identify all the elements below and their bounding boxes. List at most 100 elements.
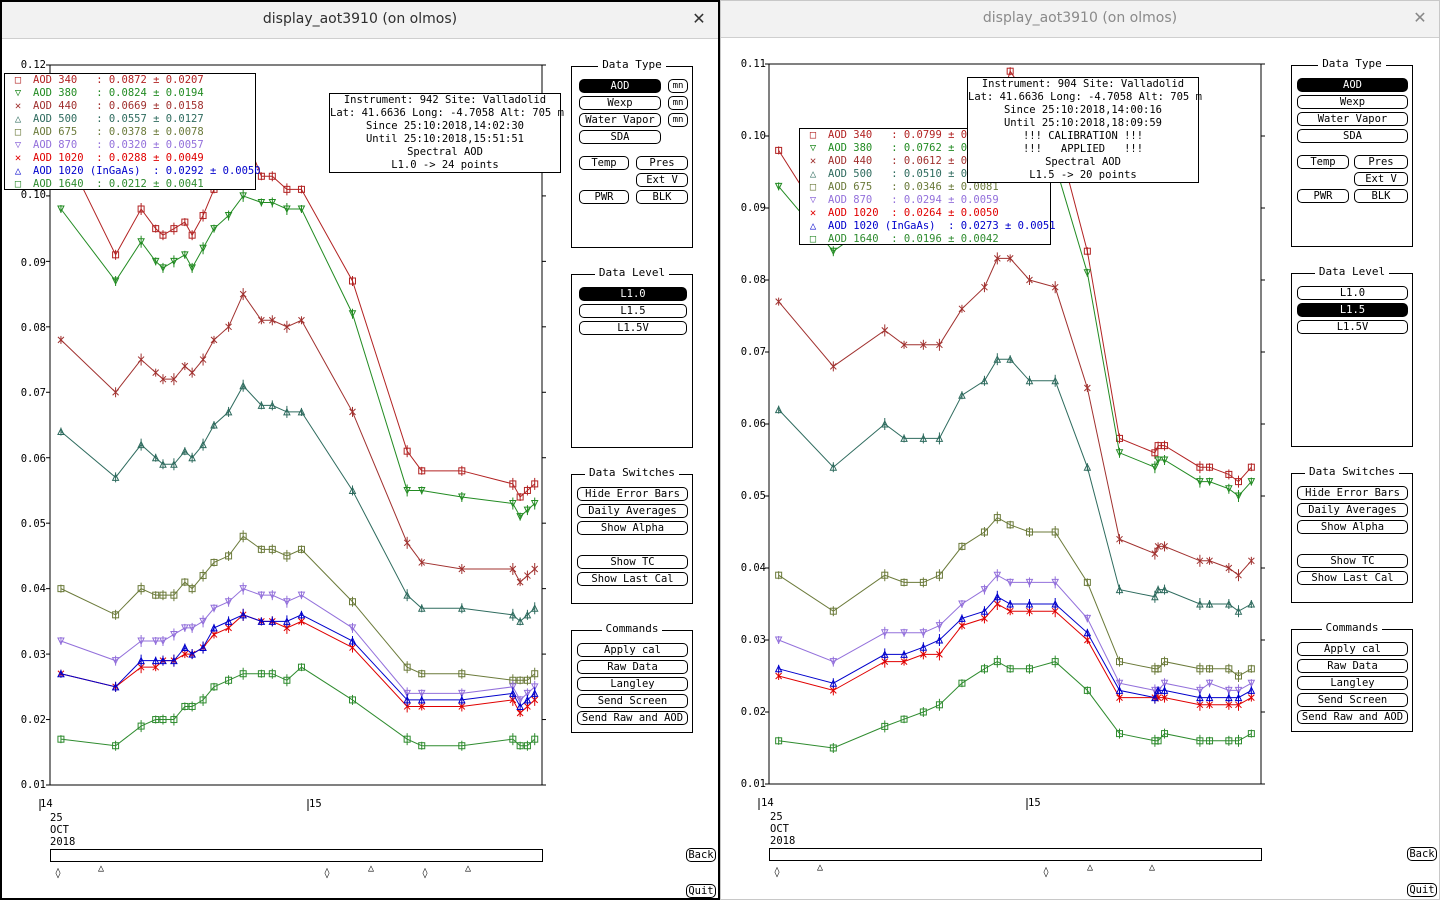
y-tick-label: 0.04	[20, 583, 46, 595]
pres-button[interactable]: Pres	[636, 156, 688, 170]
data-point	[509, 733, 517, 746]
measurement-marker-icon[interactable]: △	[465, 863, 472, 874]
pwr-button[interactable]: PWR	[579, 190, 629, 204]
level-l10-button[interactable]: L1.0	[579, 287, 687, 301]
blk-button[interactable]: BLK	[1354, 189, 1408, 203]
measurement-marker-icon[interactable]: ◊	[1043, 867, 1050, 878]
wexp-button[interactable]: Wexp	[579, 96, 661, 110]
show-alpha-button[interactable]: Show Alpha	[577, 521, 688, 535]
apply-cal-button[interactable]: Apply cal	[1297, 642, 1408, 656]
time-scrollbar[interactable]	[769, 848, 1262, 861]
hide-error-bars-button[interactable]: Hide Error Bars	[577, 487, 688, 501]
send-screen-button[interactable]: Send Screen	[1297, 693, 1408, 707]
pwr-button[interactable]: PWR	[1297, 189, 1349, 203]
temp-button[interactable]: Temp	[579, 156, 629, 170]
y-tick-label: 0.03	[20, 649, 46, 661]
send-raw-and-aod-button[interactable]: Send Raw and AOD	[577, 711, 688, 725]
data-point	[137, 582, 145, 595]
pres-button[interactable]: Pres	[1354, 155, 1408, 169]
aod-button[interactable]: AOD	[579, 79, 661, 93]
measurement-marker-icon[interactable]: △	[817, 862, 824, 873]
level-l10-button[interactable]: L1.0	[1297, 286, 1408, 300]
level-l15v-button[interactable]: L1.5V	[1297, 320, 1408, 334]
close-icon[interactable]: ✕	[692, 9, 706, 28]
langley-button[interactable]: Langley	[1297, 676, 1408, 690]
ext-v-button[interactable]: Ext V	[1354, 172, 1408, 186]
wexp-button[interactable]: Wexp	[1297, 95, 1408, 109]
data-point	[1205, 477, 1214, 486]
close-icon[interactable]: ✕	[1413, 8, 1427, 27]
mn-button[interactable]: mn	[668, 113, 688, 127]
legend-entry: ▽ AOD 870 : 0.0294 ± 0.0059	[800, 194, 1050, 207]
time-scrollbar[interactable]	[50, 849, 543, 862]
show-tc-button[interactable]: Show TC	[577, 555, 688, 569]
back-button[interactable]: Back	[1407, 847, 1437, 861]
data-point	[159, 655, 167, 666]
mn-button[interactable]: mn	[668, 79, 688, 93]
water-vapor-button[interactable]: Water Vapor	[579, 113, 661, 127]
measurement-marker-icon[interactable]: △	[1087, 862, 1094, 873]
data-point	[1083, 628, 1092, 637]
mn-button[interactable]: mn	[668, 96, 688, 110]
raw-data-button[interactable]: Raw Data	[577, 660, 688, 674]
data-point	[775, 571, 783, 580]
data-point	[1051, 526, 1059, 538]
window-left: display_aot3910 (on olmos) ✕ 0.12 0.10 0…	[0, 0, 720, 900]
send-raw-and-aod-button[interactable]: Send Raw and AOD	[1297, 710, 1408, 724]
measurement-marker-icon[interactable]: ◊	[774, 867, 781, 878]
measurement-marker-icon[interactable]: △	[368, 863, 375, 874]
data-point	[181, 218, 189, 227]
show-tc-button[interactable]: Show TC	[1297, 554, 1408, 568]
sda-button[interactable]: SDA	[579, 130, 661, 144]
measurement-marker-icon[interactable]: ◊	[55, 868, 62, 879]
level-l15-button[interactable]: L1.5	[579, 304, 687, 318]
data-point	[919, 707, 927, 717]
data-point	[268, 400, 277, 411]
hide-error-bars-button[interactable]: Hide Error Bars	[1297, 486, 1408, 500]
data-point	[900, 628, 908, 637]
show-last-cal-button[interactable]: Show Last Cal	[577, 572, 688, 586]
water-vapor-button[interactable]: Water Vapor	[1297, 112, 1408, 126]
blk-button[interactable]: BLK	[636, 190, 688, 204]
temp-button[interactable]: Temp	[1297, 155, 1349, 169]
info-line: Instrument: 942 Site: Valladolid	[343, 94, 547, 106]
back-button[interactable]: Back	[686, 848, 716, 862]
send-screen-button[interactable]: Send Screen	[577, 694, 688, 708]
data-point	[199, 242, 207, 255]
data-point	[403, 733, 411, 746]
show-alpha-button[interactable]: Show Alpha	[1297, 520, 1408, 534]
level-l15-button[interactable]: L1.5	[1297, 303, 1408, 317]
aod-button[interactable]: AOD	[1297, 78, 1408, 92]
measurement-marker-icon[interactable]: △	[98, 863, 105, 874]
title-bar[interactable]: display_aot3910 (on olmos) ✕	[2, 2, 718, 39]
measurement-marker-icon[interactable]: △	[1149, 862, 1156, 873]
data-point	[980, 606, 989, 617]
data-point	[531, 563, 539, 575]
data-point	[283, 615, 291, 628]
measurement-marker-icon[interactable]: ◊	[422, 868, 429, 879]
daily-averages-button[interactable]: Daily Averages	[1297, 503, 1408, 517]
langley-button[interactable]: Langley	[577, 677, 688, 691]
data-point	[112, 249, 120, 260]
show-last-cal-button[interactable]: Show Last Cal	[1297, 571, 1408, 585]
ext-v-button[interactable]: Ext V	[636, 173, 688, 187]
quit-button[interactable]: Quit	[686, 884, 716, 898]
sda-button[interactable]: SDA	[1297, 129, 1408, 143]
series-line	[60, 614, 536, 714]
data-point	[239, 608, 247, 621]
data-point	[1196, 461, 1204, 474]
data-point	[774, 664, 783, 673]
data-point	[349, 406, 356, 417]
level-l15v-button[interactable]: L1.5V	[579, 321, 687, 335]
data-point	[1205, 599, 1214, 608]
title-bar[interactable]: display_aot3910 (on olmos) ✕	[721, 1, 1439, 38]
apply-cal-button[interactable]: Apply cal	[577, 643, 688, 657]
series-line	[778, 257, 1252, 576]
daily-averages-button[interactable]: Daily Averages	[577, 504, 688, 518]
measurement-marker-icon[interactable]: ◊	[324, 868, 331, 879]
quit-button[interactable]: Quit	[1407, 883, 1437, 897]
window-content: 0.11 0.10 0.09 0.08 0.07 0.06 0.05 0.04 …	[721, 38, 1439, 899]
raw-data-button[interactable]: Raw Data	[1297, 659, 1408, 673]
panel-title: Data Level	[1314, 265, 1390, 278]
data-point	[1247, 556, 1255, 565]
